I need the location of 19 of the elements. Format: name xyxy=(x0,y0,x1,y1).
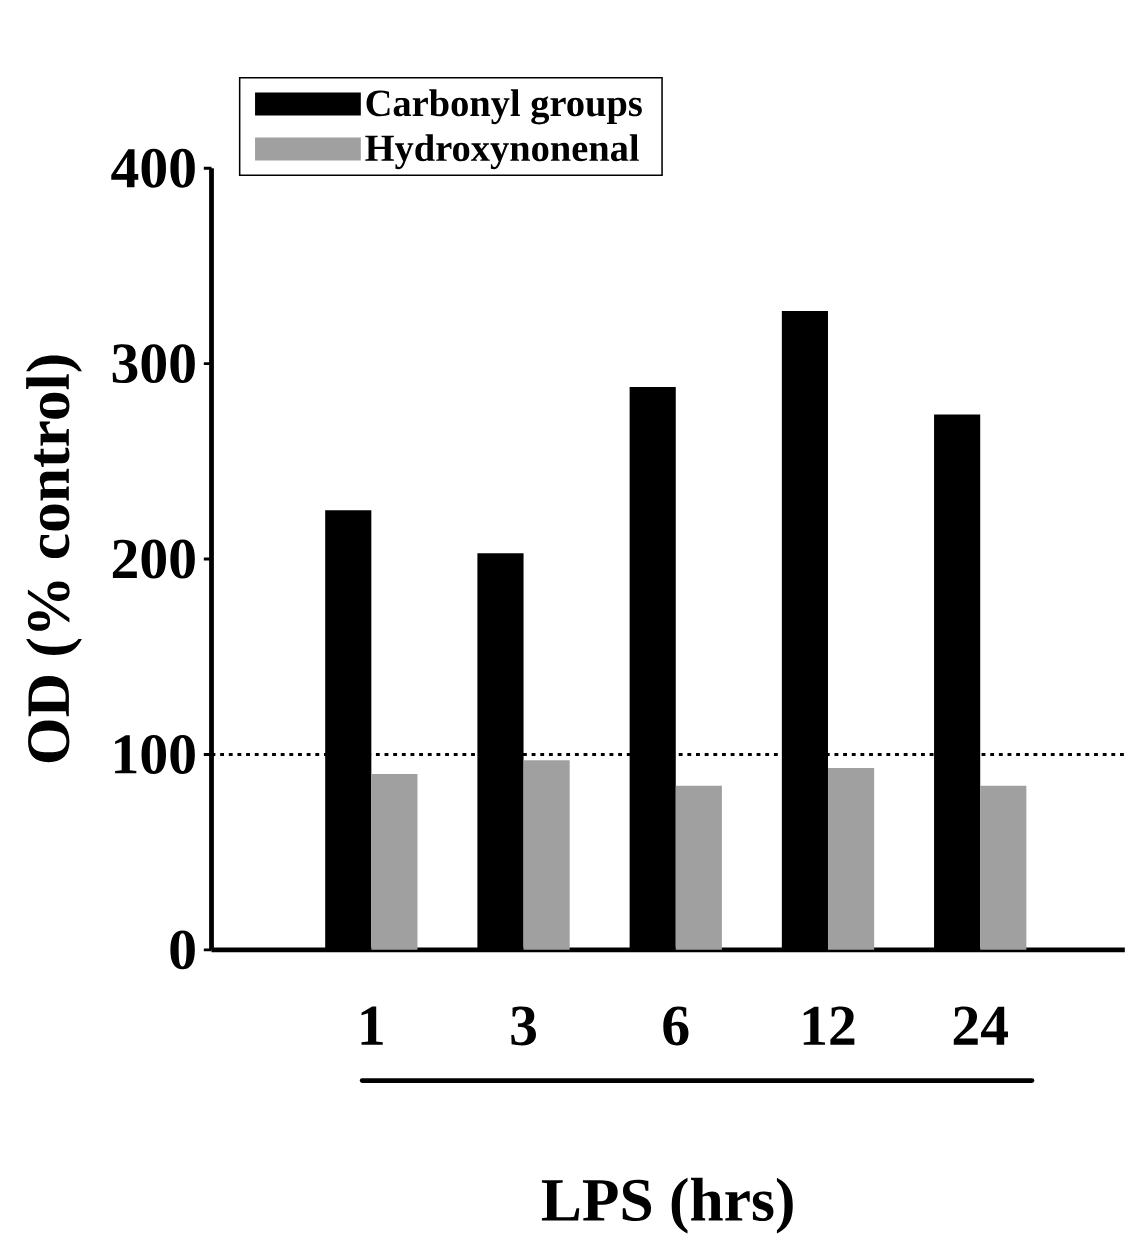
legend-label: Hydroxynonenal xyxy=(365,134,639,170)
y-tick-label: 0 xyxy=(170,930,195,970)
x-tick-label: 12 xyxy=(803,1006,855,1045)
x-tick-label: 3 xyxy=(511,1006,536,1046)
y-tick-label: 400 xyxy=(111,148,195,188)
y-tick-label: 200 xyxy=(112,539,195,579)
legend-label: Carbonyl groups xyxy=(366,89,642,125)
bar xyxy=(980,785,1027,950)
bar xyxy=(675,785,722,950)
y-axis-title: OD (% control) xyxy=(26,355,82,763)
bar xyxy=(371,773,418,950)
x-tick-label: 1 xyxy=(361,1006,383,1045)
x-tick-label: 6 xyxy=(663,1006,689,1046)
x-axis-title: LPS (hrs) xyxy=(541,1177,793,1234)
y-tick-label: 300 xyxy=(112,344,195,384)
x-tick-label: 24 xyxy=(953,1006,1008,1045)
y-tick-label: 100 xyxy=(115,734,195,774)
bar xyxy=(827,768,875,950)
bar xyxy=(523,760,570,950)
